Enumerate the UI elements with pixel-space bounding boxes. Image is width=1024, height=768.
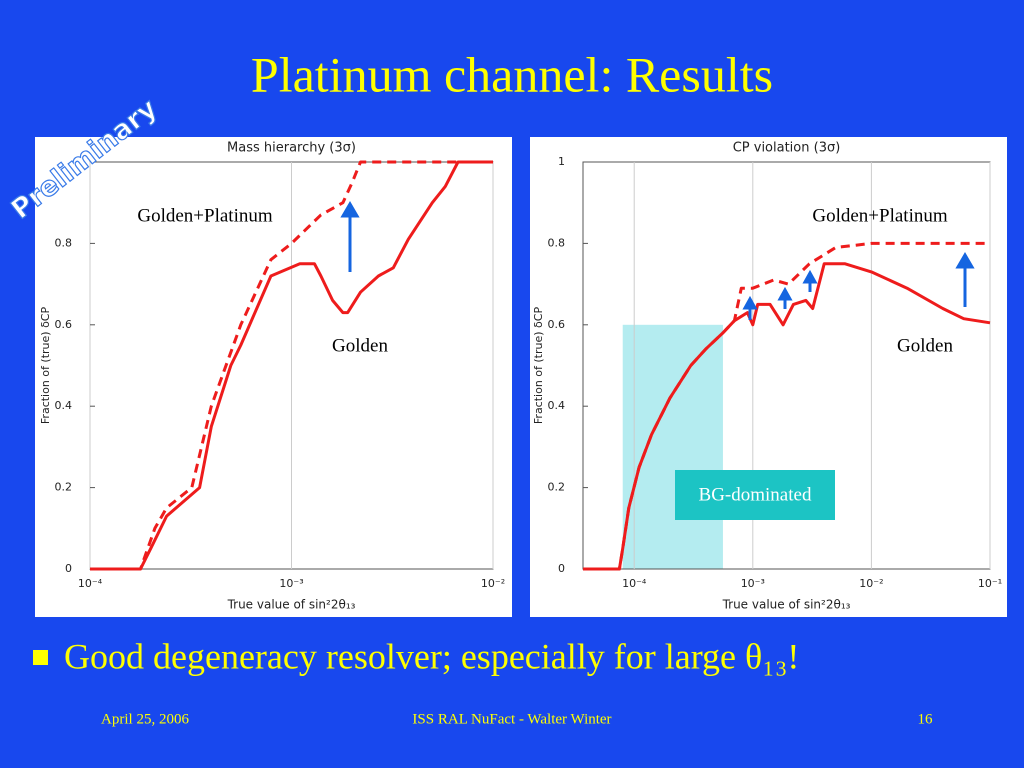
x-tick-label: 10⁻² bbox=[481, 577, 505, 590]
footer-date: April 25, 2006 bbox=[101, 711, 189, 727]
chart-title: Mass hierarchy (3σ) bbox=[227, 141, 356, 156]
y-tick-label: 0.6 bbox=[55, 318, 73, 331]
arrow-head bbox=[955, 252, 975, 269]
y-tick-label: 0 bbox=[65, 562, 72, 575]
series-line bbox=[90, 160, 493, 571]
arrow-head bbox=[777, 286, 793, 301]
y-tick-label: 1 bbox=[558, 155, 565, 168]
arrow-head bbox=[340, 201, 360, 218]
bullet-marker bbox=[33, 650, 48, 665]
series-label: Golden bbox=[897, 335, 953, 356]
series-label: Golden+Platinum bbox=[812, 205, 947, 226]
y-tick-label: 0 bbox=[558, 562, 565, 575]
x-tick-label: 10⁻³ bbox=[279, 577, 303, 590]
series-label: Golden+Platinum bbox=[137, 205, 272, 226]
bullet-text: Good degeneracy resolver; especially for… bbox=[64, 636, 799, 676]
slide-title: Platinum channel: Results bbox=[251, 46, 773, 102]
series-line bbox=[90, 160, 493, 571]
x-tick-label: 10⁻² bbox=[859, 577, 883, 590]
x-axis-label: True value of sin²2θ₁₃ bbox=[227, 598, 356, 612]
y-tick-label: 0.6 bbox=[548, 318, 566, 331]
charts: 10⁻⁴ 10⁻³ 10⁻² 0 0.2 0.4 0.6 0.8 Golden Golden+Pl… bbox=[39, 141, 1002, 612]
series-label: Golden bbox=[332, 335, 388, 356]
chart-panel bbox=[530, 137, 1007, 617]
y-axis-label: Fraction of (true) δCP bbox=[532, 307, 545, 425]
x-tick-label: 10⁻³ bbox=[741, 577, 765, 590]
y-tick-label: 0.4 bbox=[55, 399, 73, 412]
y-tick-label: 0.8 bbox=[55, 236, 73, 249]
series-line bbox=[583, 241, 990, 571]
footer-center: ISS RAL NuFact - Walter Winter bbox=[412, 711, 611, 727]
arrow-head bbox=[802, 269, 818, 284]
chart-title: CP violation (3σ) bbox=[733, 141, 841, 156]
x-axis-label: True value of sin²2θ₁₃ bbox=[722, 598, 851, 612]
y-axis-label: Fraction of (true) δCP bbox=[39, 307, 52, 425]
footer-page: 16 bbox=[918, 711, 934, 727]
y-tick-label: 0.8 bbox=[548, 236, 566, 249]
x-tick-label: 10⁻⁴ bbox=[78, 577, 103, 590]
shaded-region bbox=[622, 324, 723, 569]
chart-panel bbox=[35, 137, 512, 617]
y-tick-label: 0.2 bbox=[548, 481, 566, 494]
series-line bbox=[583, 262, 991, 571]
arrows bbox=[340, 201, 975, 320]
y-tick-label: 0.4 bbox=[548, 399, 566, 412]
x-tick-label: 10⁻¹ bbox=[978, 577, 1002, 590]
y-tick-label: 0.2 bbox=[55, 481, 73, 494]
arrow-head bbox=[742, 295, 758, 310]
region-label-box bbox=[675, 470, 835, 520]
region-label: BG-dominated bbox=[699, 484, 812, 505]
x-tick-label: 10⁻⁴ bbox=[622, 577, 647, 590]
